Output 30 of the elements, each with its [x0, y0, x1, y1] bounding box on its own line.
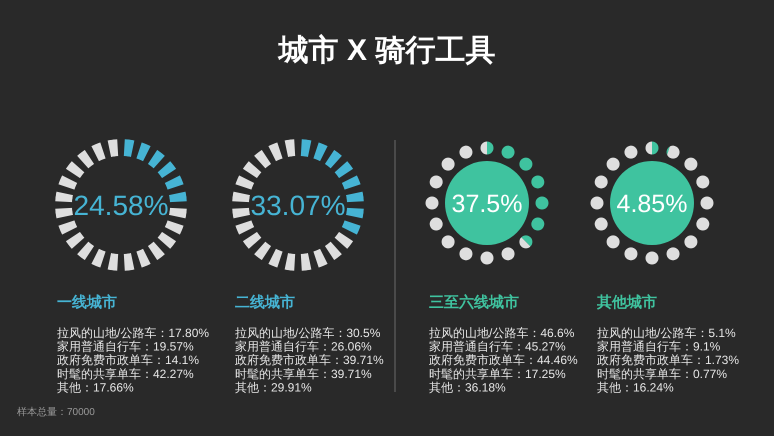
text: 一线城市	[57, 293, 117, 311]
text: 其他：16.24%	[597, 380, 674, 394]
text: 政府免费市政单车：14.1%	[57, 353, 200, 368]
text: 24.58%	[74, 190, 168, 222]
text: 家用普通自行车：45.27%	[429, 340, 566, 354]
text: 其他：17.66%	[57, 380, 134, 394]
text: 样本总量：70000	[17, 406, 96, 418]
text: 其他：36.18%	[429, 380, 506, 394]
text: 家用普通自行车：26.06%	[235, 340, 372, 354]
text: 时髦的共享单车：0.77%	[597, 366, 728, 381]
text: 拉风的山地/公路车：46.6%	[429, 326, 575, 340]
text: 三至六线城市	[429, 293, 519, 311]
text: 时髦的共享单车：39.71%	[235, 366, 372, 381]
text: 政府免费市政单车：1.73%	[597, 353, 740, 368]
text: 拉风的山地/公路车：17.80%	[57, 326, 210, 340]
text: 37.5%	[452, 190, 522, 218]
text: 城市 X 骑行工具	[276, 33, 496, 67]
text: 33.07%	[250, 190, 346, 222]
text: 其他城市	[596, 293, 657, 311]
text: 拉风的山地/公路车：5.1%	[597, 326, 736, 340]
text: 家用普通自行车：19.57%	[57, 340, 194, 354]
text: 政府免费市政单车：44.46%	[429, 353, 578, 368]
text: 时髦的共享单车：42.27%	[57, 366, 194, 381]
text: 时髦的共享单车：17.25%	[429, 366, 566, 381]
text: 政府免费市政单车：39.71%	[235, 353, 384, 368]
text: 4.85%	[616, 190, 688, 218]
text: 其他：29.91%	[235, 380, 312, 394]
text: 拉风的山地/公路车：30.5%	[235, 326, 381, 340]
text: 二线城市	[235, 293, 295, 311]
text: 家用普通自行车：9.1%	[597, 340, 721, 354]
